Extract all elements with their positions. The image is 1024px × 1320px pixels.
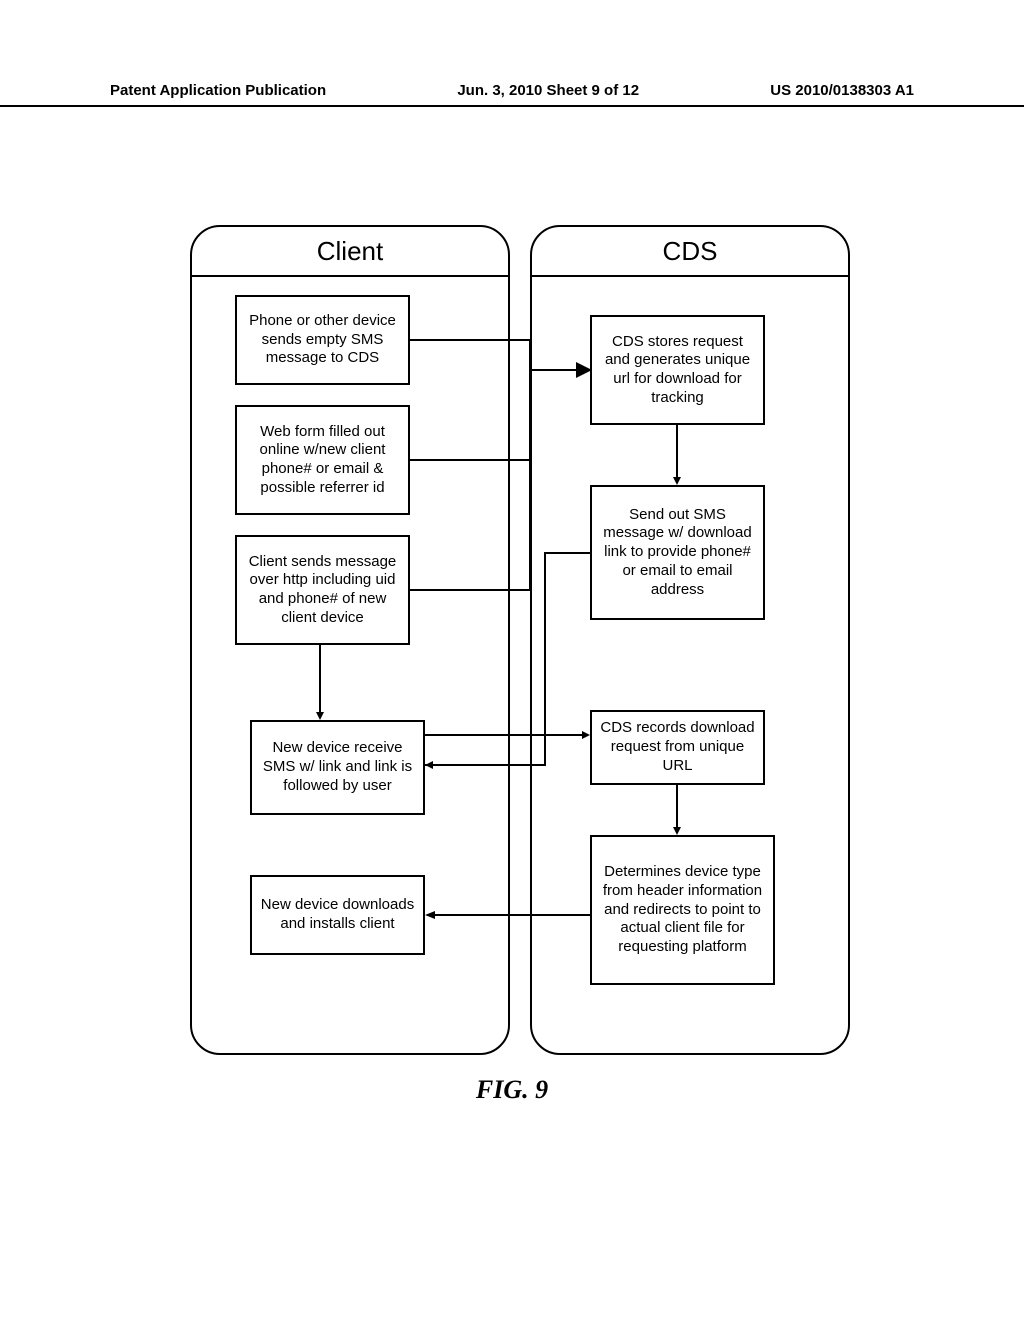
patent-header: Patent Application Publication Jun. 3, 2… bbox=[0, 82, 1024, 107]
client-lane-title: Client bbox=[192, 227, 508, 277]
figure-caption: FIG. 9 bbox=[0, 1075, 1024, 1105]
box-client-receive: New device receive SMS w/ link and link … bbox=[250, 720, 425, 815]
box-client-webform: Web form filled out online w/new client … bbox=[235, 405, 410, 515]
header-center: Jun. 3, 2010 Sheet 9 of 12 bbox=[457, 82, 639, 99]
box-cds-sendsms: Send out SMS message w/ download link to… bbox=[590, 485, 765, 620]
header-right: US 2010/0138303 A1 bbox=[770, 82, 914, 99]
box-cds-store: CDS stores request and generates unique … bbox=[590, 315, 765, 425]
swimlane-diagram: Client CDS Phone or other device sends e… bbox=[190, 225, 850, 1055]
box-client-http: Client sends message over http including… bbox=[235, 535, 410, 645]
cds-lane-title: CDS bbox=[532, 227, 848, 277]
box-client-sms: Phone or other device sends empty SMS me… bbox=[235, 295, 410, 385]
box-cds-determine: Determines device type from header infor… bbox=[590, 835, 775, 985]
header-left: Patent Application Publication bbox=[110, 82, 326, 99]
box-cds-record: CDS records download request from unique… bbox=[590, 710, 765, 785]
box-client-install: New device downloads and installs client bbox=[250, 875, 425, 955]
